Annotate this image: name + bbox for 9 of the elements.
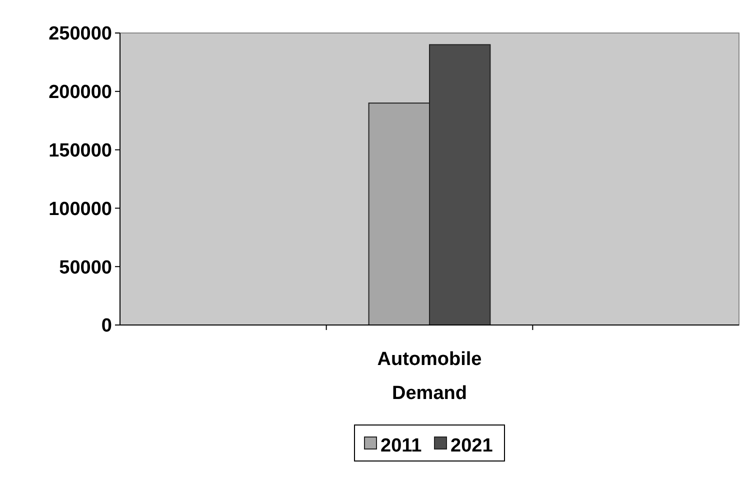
y-tick-label: 200000 bbox=[48, 82, 112, 104]
y-tick-label: 0 bbox=[101, 316, 112, 337]
x-tick-label: Automobile Demand bbox=[377, 349, 482, 404]
y-tick-label: 250000 bbox=[48, 24, 112, 45]
legend-label: 2011 bbox=[380, 436, 422, 457]
y-tick-label: 50000 bbox=[59, 257, 112, 278]
legend-label: 2021 bbox=[450, 436, 494, 457]
y-tick-label: 100000 bbox=[48, 198, 112, 220]
y-tick-label: 150000 bbox=[48, 140, 112, 162]
